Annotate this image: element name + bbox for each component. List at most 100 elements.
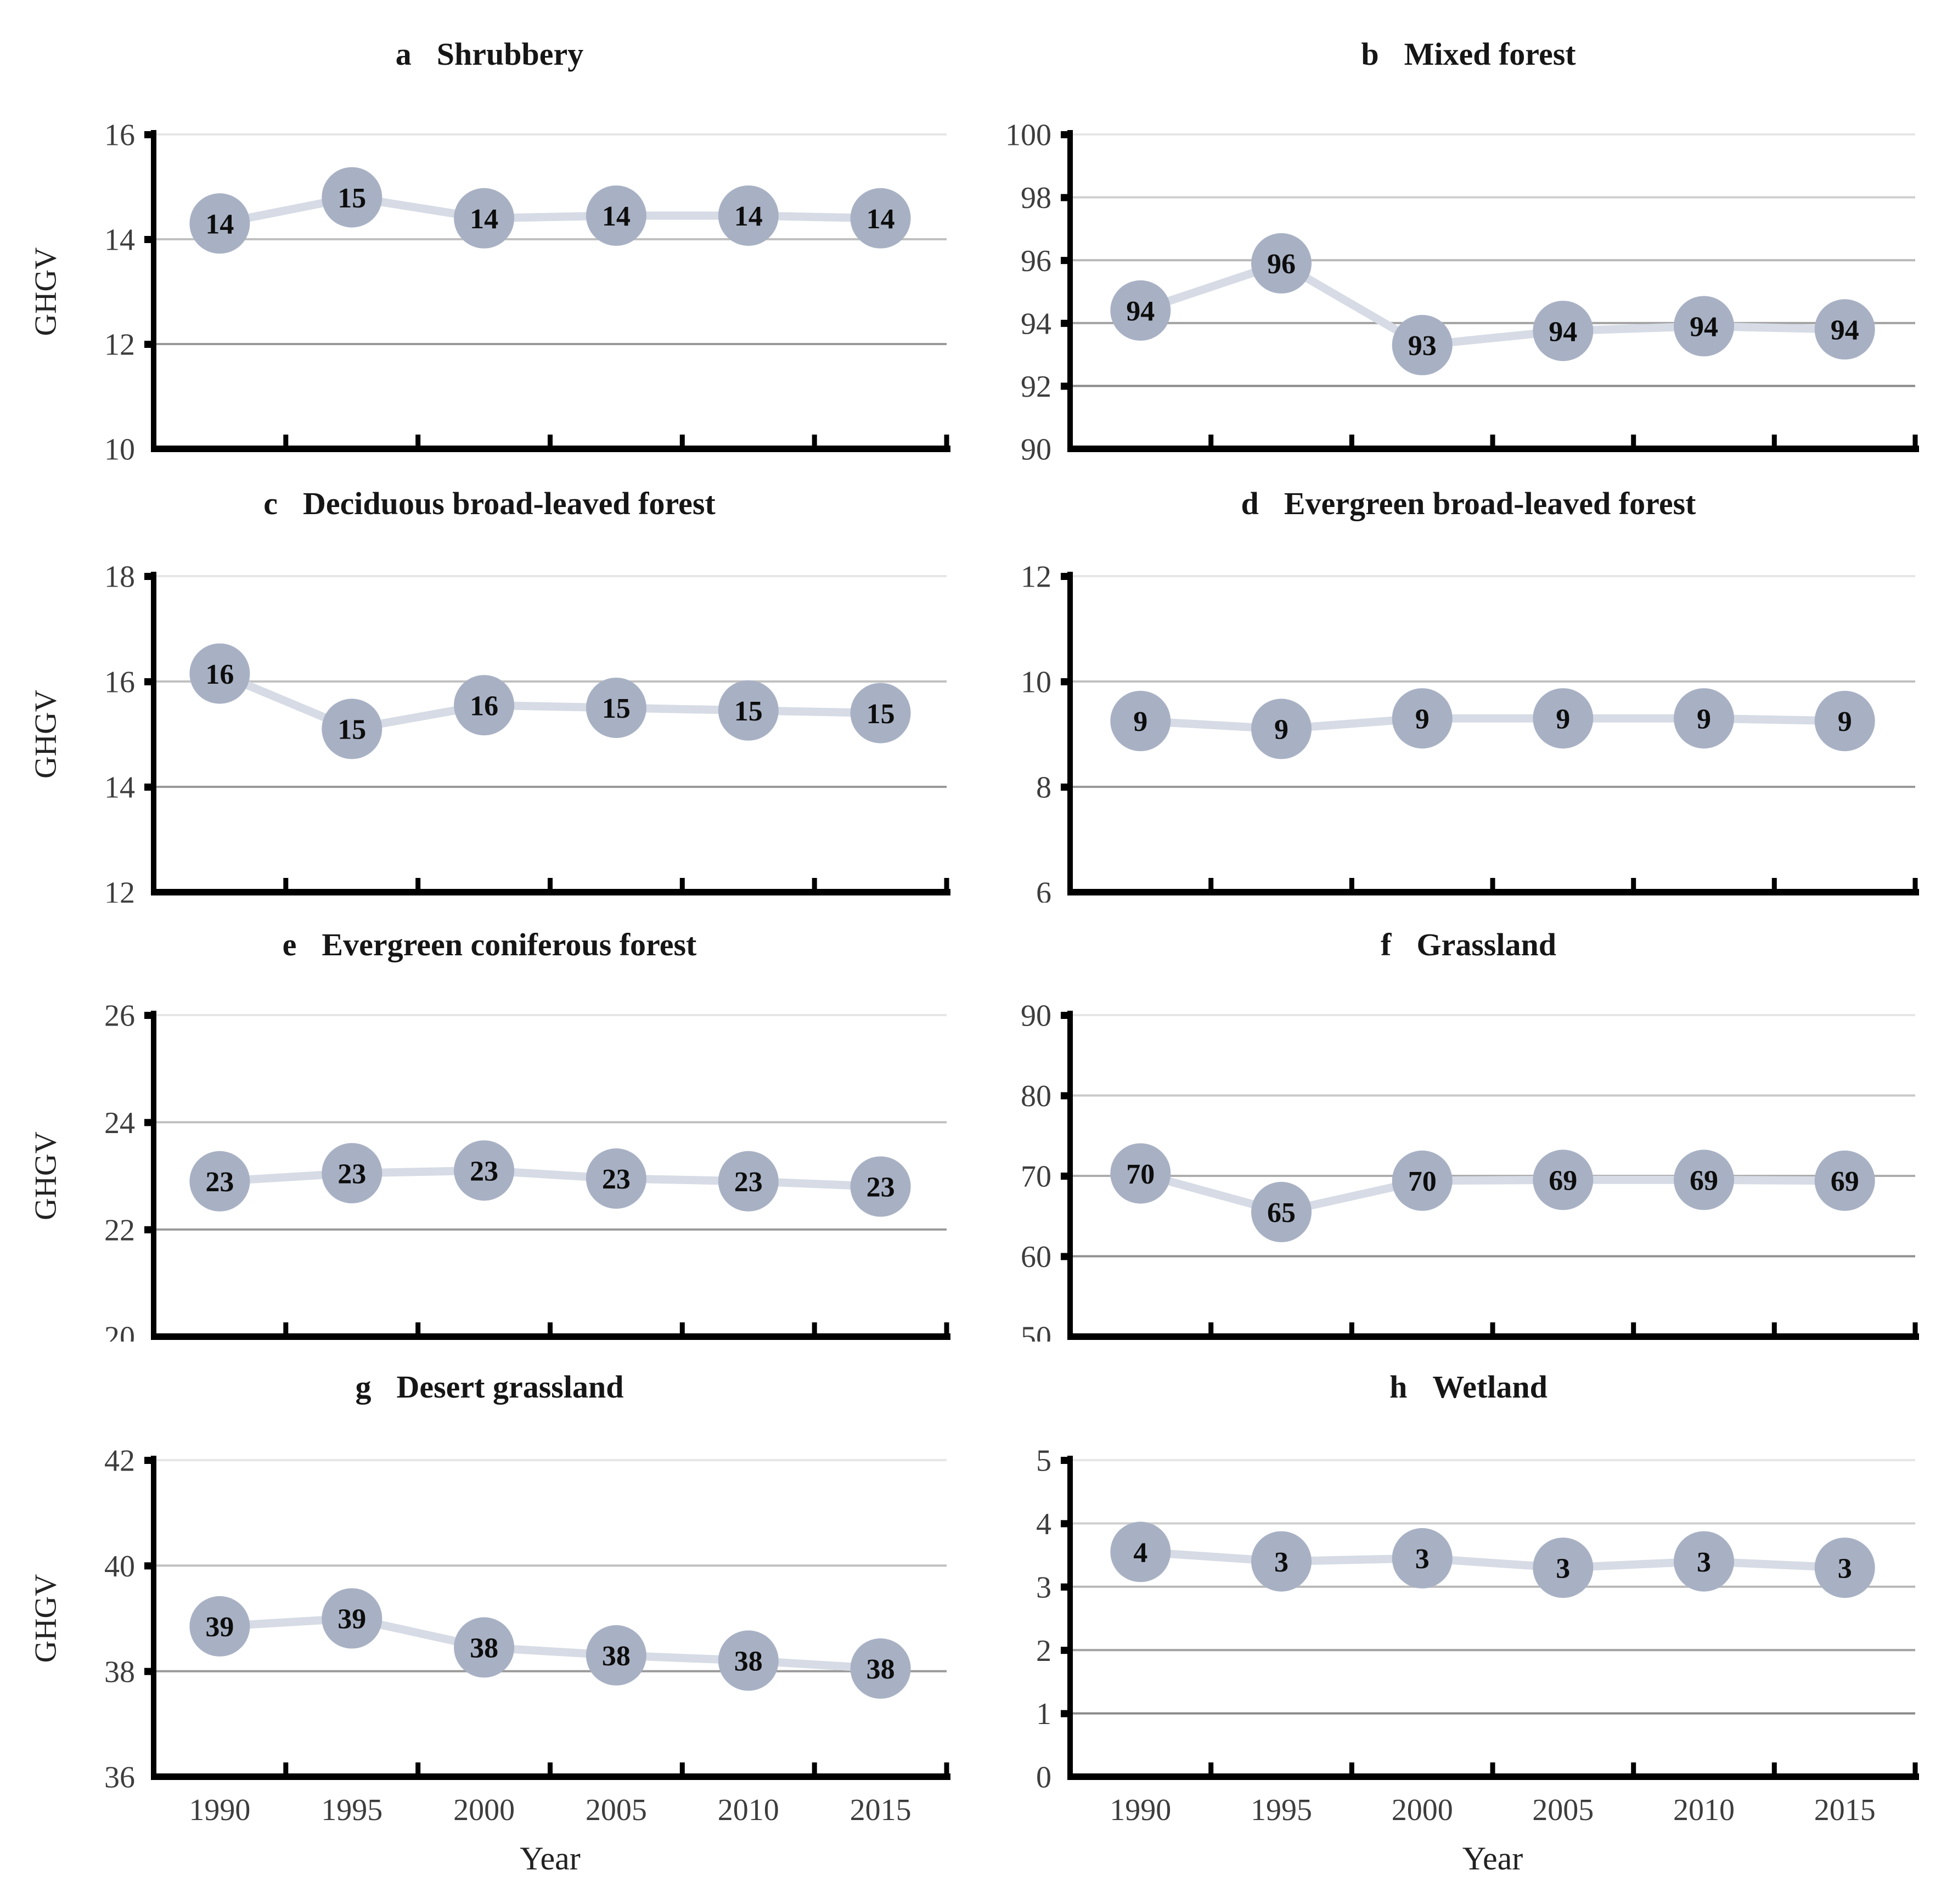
y-tick-mark — [144, 1457, 151, 1464]
data-point-marker — [1674, 296, 1734, 357]
x-tick-label: 2005 — [586, 1793, 647, 1827]
y-axis-line — [1067, 130, 1073, 452]
data-point-marker — [1110, 1522, 1171, 1582]
series-line — [215, 193, 885, 228]
y-tick-label: 90 — [1021, 433, 1051, 464]
x-tick-mark — [283, 1322, 289, 1333]
data-point-marker — [454, 188, 515, 249]
y-tick-label: 92 — [1021, 370, 1051, 404]
data-point-label: 70 — [1126, 1159, 1155, 1190]
data-point-label: 14 — [470, 204, 498, 235]
data-point-marker — [1392, 1528, 1453, 1588]
data-point-label: 9 — [1556, 703, 1570, 735]
y-tick-label: 12 — [104, 876, 135, 903]
data-point-marker — [586, 1148, 646, 1209]
y-tick-label: 40 — [104, 1550, 135, 1584]
y-tick-mark — [1061, 784, 1068, 791]
data-point-label: 38 — [867, 1654, 895, 1685]
x-tick-label: 2015 — [1814, 1793, 1876, 1827]
x-tick-label: 1990 — [189, 1793, 250, 1827]
y-axis-label: GHGV — [29, 1131, 63, 1220]
x-tick-label: 2000 — [1392, 1793, 1453, 1827]
y-tick-label: 14 — [104, 223, 135, 257]
y-tick-label: 18 — [104, 560, 135, 594]
y-tick-label: 50 — [1021, 1321, 1051, 1342]
y-tick-mark — [1061, 1012, 1068, 1019]
data-point-label: 14 — [205, 209, 234, 240]
data-point-marker — [1814, 1150, 1875, 1211]
x-tick-mark — [283, 1762, 289, 1773]
data-point-marker — [1251, 1181, 1312, 1242]
series-line — [215, 1614, 885, 1673]
x-tick-mark — [944, 878, 949, 889]
data-point-label: 9 — [1415, 703, 1430, 735]
x-tick-mark — [1208, 1322, 1214, 1333]
panel-h-title: h Wetland — [1389, 1369, 1548, 1405]
data-point-marker — [189, 643, 250, 704]
x-tick-label: 1995 — [321, 1793, 382, 1827]
data-point-marker — [454, 1140, 515, 1201]
data-point-label: 39 — [205, 1612, 234, 1643]
data-point-marker — [1110, 691, 1171, 751]
data-point-label: 23 — [470, 1156, 498, 1187]
data-point-label: 16 — [470, 690, 498, 722]
data-point-marker — [586, 678, 646, 738]
data-point-label: 93 — [1408, 330, 1437, 362]
data-point-marker — [1110, 1143, 1171, 1204]
x-axis-line — [151, 1773, 950, 1780]
data-point-label: 94 — [1549, 316, 1577, 347]
data-point-label: 69 — [1831, 1166, 1859, 1197]
x-tick-mark — [548, 435, 553, 446]
data-point-label: 14 — [734, 201, 763, 232]
y-tick-mark — [1061, 573, 1068, 580]
data-point-marker — [454, 1617, 515, 1678]
data-point-label: 38 — [602, 1641, 631, 1672]
y-tick-label: 26 — [104, 999, 135, 1033]
y-tick-label: 22 — [104, 1213, 135, 1247]
y-tick-mark — [1061, 194, 1068, 201]
data-point-label: 23 — [734, 1167, 763, 1198]
x-tick-mark — [1912, 435, 1918, 446]
data-point-label: 94 — [1831, 315, 1859, 346]
y-tick-label: 0 — [1036, 1761, 1051, 1795]
x-tick-mark — [548, 1762, 553, 1773]
x-tick-mark — [1771, 1762, 1777, 1773]
data-point-marker — [1814, 1537, 1875, 1598]
data-point-marker — [850, 1638, 911, 1699]
y-tick-label: 6 — [1036, 876, 1051, 903]
y-tick-label: 8 — [1036, 771, 1051, 805]
data-point-label: 9 — [1133, 706, 1147, 737]
y-tick-mark — [1061, 1173, 1068, 1180]
x-tick-mark — [812, 1762, 817, 1773]
y-tick-label: 90 — [1021, 999, 1051, 1033]
y-tick-mark — [1061, 1520, 1068, 1528]
x-axis-label: Year — [520, 1840, 581, 1877]
panel-g: g Desert grassland 42 40 38 36 39 39 38 38 38 38 GHG… — [0, 1342, 979, 1904]
panel-b-chart: b Mixed forest 100 98 96 94 92 90 94 96 93 94 94 94 — [1005, 36, 1919, 464]
data-point-label: 14 — [867, 204, 895, 235]
series-line — [1136, 1169, 1849, 1216]
data-point-label: 23 — [602, 1164, 631, 1195]
y-tick-label: 5 — [1036, 1444, 1051, 1478]
panel-b-title: b Mixed forest — [1361, 36, 1576, 72]
y-tick-label: 36 — [104, 1761, 135, 1795]
y-tick-label: 98 — [1021, 181, 1051, 215]
x-tick-label: 2010 — [1673, 1793, 1735, 1827]
data-point-marker — [1533, 1537, 1594, 1598]
data-point-marker — [1533, 688, 1594, 749]
x-axis-line — [151, 889, 950, 895]
x-tick-label: 1990 — [1110, 1793, 1171, 1827]
y-tick-mark — [144, 1012, 151, 1019]
x-tick-label: 1995 — [1251, 1793, 1312, 1827]
x-tick-mark — [548, 878, 553, 889]
y-axis-line — [151, 130, 156, 452]
data-point-marker — [322, 1588, 382, 1649]
data-point-marker — [1814, 299, 1875, 360]
x-tick-mark — [1771, 1322, 1777, 1333]
data-point-label: 9 — [1838, 706, 1852, 737]
x-tick-mark — [679, 1322, 685, 1333]
y-tick-mark — [144, 784, 151, 791]
data-point-label: 38 — [734, 1646, 763, 1677]
data-point-marker — [189, 1596, 250, 1657]
x-tick-mark — [1208, 1762, 1214, 1773]
